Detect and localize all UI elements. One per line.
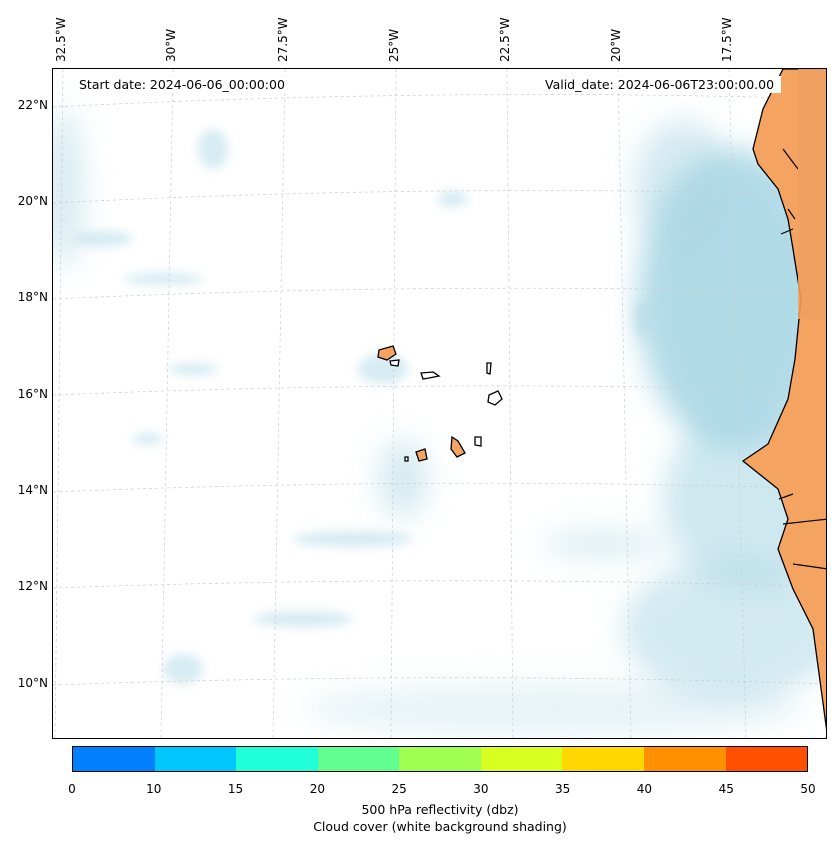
- lat-label: 14°N: [17, 483, 48, 497]
- colorbar-tick: 25: [391, 782, 407, 796]
- colorbar-segment: [317, 747, 400, 771]
- colorbar-segment: [725, 747, 808, 771]
- lat-label: 18°N: [17, 290, 48, 304]
- colorbar-sublabel: Cloud cover (white background shading): [313, 819, 567, 834]
- map-panel: [52, 68, 827, 739]
- colorbar: [72, 746, 808, 772]
- colorbar-tick: 45: [718, 782, 734, 796]
- lon-label: 17.5°W: [720, 17, 734, 62]
- lon-label: 30°W: [164, 28, 178, 62]
- lon-label: 20°W: [609, 28, 623, 62]
- lat-label: 16°N: [17, 387, 48, 401]
- colorbar-tick: 30: [473, 782, 489, 796]
- lon-label: 27.5°W: [276, 17, 290, 62]
- lon-label: 25°W: [387, 28, 401, 62]
- colorbar-segment: [399, 747, 481, 771]
- colorbar-tick: 50: [800, 782, 816, 796]
- valid-date-label: Valid_date: 2024-06-06T23:00:00.00: [538, 76, 782, 93]
- graticule: [53, 69, 826, 738]
- colorbar-tick: 15: [227, 782, 244, 796]
- start-date-label: Start date: 2024-06-06_00:00:00: [72, 76, 292, 93]
- colorbar-segment: [643, 747, 726, 771]
- lon-label: 22.5°W: [498, 17, 512, 62]
- colorbar-segment: [154, 747, 237, 771]
- colorbar-tick: 10: [146, 782, 162, 796]
- lat-label: 20°N: [17, 194, 48, 208]
- lat-label: 10°N: [17, 676, 48, 690]
- colorbar-label: 500 hPa reflectivity (dbz): [361, 802, 519, 817]
- colorbar-segment: [236, 747, 318, 771]
- colorbar-segment: [562, 747, 644, 771]
- colorbar-tick: 20: [309, 782, 325, 796]
- lat-label: 22°N: [17, 98, 48, 112]
- colorbar-segment: [480, 747, 563, 771]
- cloud-cover: [53, 109, 826, 734]
- colorbar-tick: 40: [636, 782, 653, 796]
- map-canvas: [53, 69, 826, 738]
- lat-label: 12°N: [17, 579, 48, 593]
- colorbar-tick: 35: [555, 782, 571, 796]
- colorbar-tick: 0: [68, 782, 76, 796]
- land-orange-dark: [798, 69, 826, 319]
- lon-label: 32.5°W: [54, 17, 68, 62]
- colorbar-segment: [73, 747, 155, 771]
